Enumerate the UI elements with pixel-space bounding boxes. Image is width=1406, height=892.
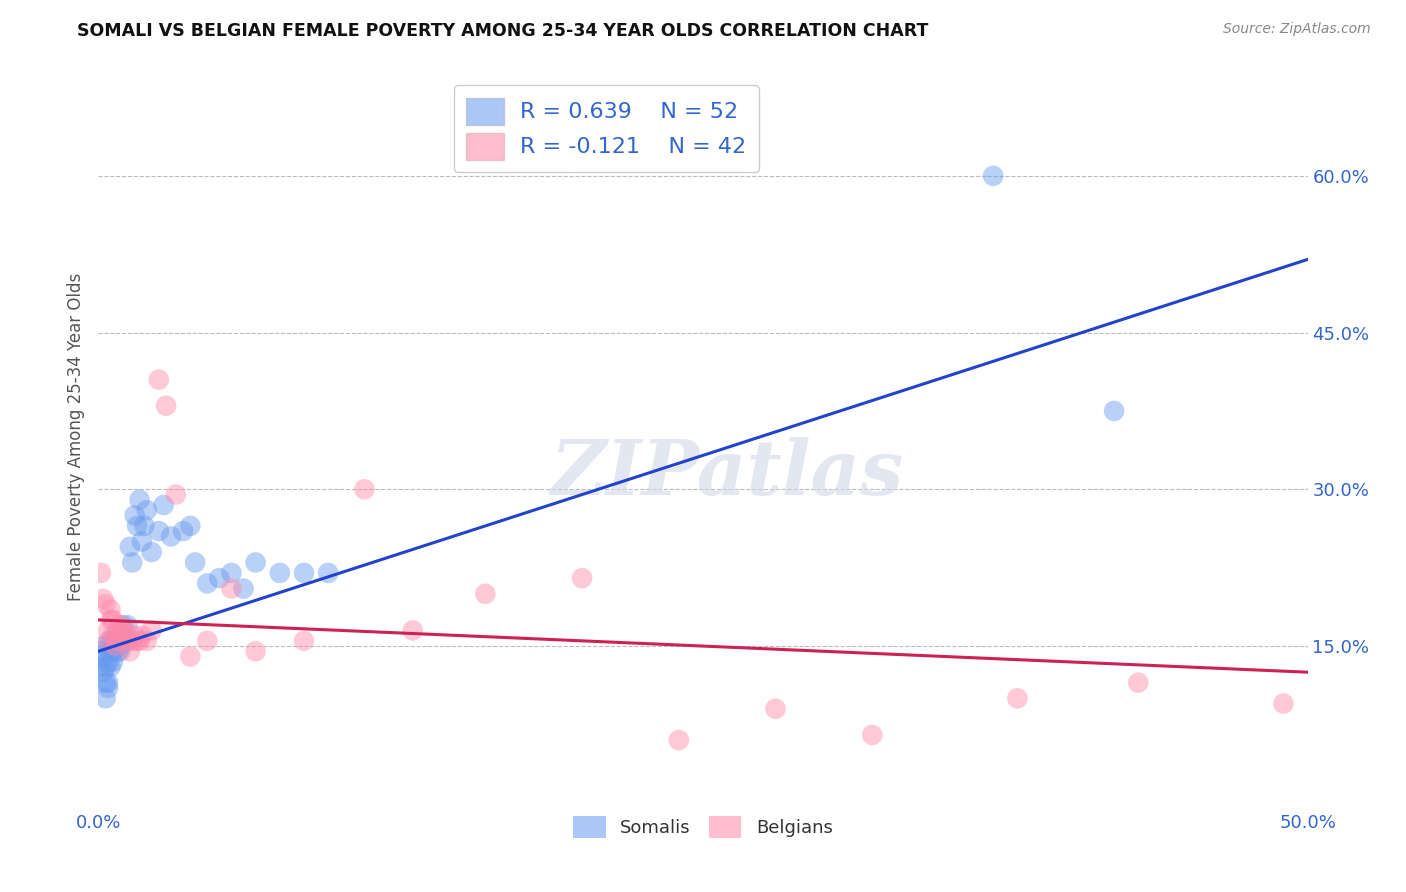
Point — [179, 649, 201, 664]
Point — [114, 624, 136, 638]
Point — [118, 540, 141, 554]
Point — [1102, 404, 1125, 418]
Point — [104, 633, 127, 648]
Point — [131, 629, 153, 643]
Point — [221, 582, 243, 596]
Point — [245, 644, 267, 658]
Point — [316, 566, 339, 580]
Point — [131, 534, 153, 549]
Text: SOMALI VS BELGIAN FEMALE POVERTY AMONG 25-34 YEAR OLDS CORRELATION CHART: SOMALI VS BELGIAN FEMALE POVERTY AMONG 2… — [77, 22, 929, 40]
Point — [135, 503, 157, 517]
Point — [91, 592, 114, 607]
Point — [160, 529, 183, 543]
Point — [100, 613, 122, 627]
Point — [90, 644, 112, 658]
Point — [91, 665, 114, 680]
Point — [111, 629, 134, 643]
Point — [94, 691, 117, 706]
Point — [101, 633, 124, 648]
Point — [111, 618, 134, 632]
Point — [1007, 691, 1029, 706]
Point — [124, 629, 146, 643]
Point — [184, 556, 207, 570]
Point — [141, 624, 163, 638]
Point — [245, 556, 267, 570]
Point — [121, 633, 143, 648]
Point — [195, 633, 218, 648]
Point — [141, 545, 163, 559]
Point — [121, 556, 143, 570]
Point — [101, 613, 124, 627]
Point — [292, 633, 315, 648]
Point — [208, 571, 231, 585]
Point — [100, 660, 122, 674]
Point — [134, 519, 156, 533]
Point — [101, 655, 124, 669]
Point — [668, 733, 690, 747]
Point — [292, 566, 315, 580]
Point — [179, 519, 201, 533]
Point — [108, 639, 131, 653]
Y-axis label: Female Poverty Among 25-34 Year Olds: Female Poverty Among 25-34 Year Olds — [66, 273, 84, 601]
Legend: Somalis, Belgians: Somalis, Belgians — [567, 808, 839, 845]
Text: Source: ZipAtlas.com: Source: ZipAtlas.com — [1223, 22, 1371, 37]
Point — [100, 633, 122, 648]
Point — [765, 702, 787, 716]
Point — [114, 633, 136, 648]
Point — [97, 655, 120, 669]
Point — [195, 576, 218, 591]
Text: ZIPatlas: ZIPatlas — [551, 437, 904, 510]
Point — [100, 602, 122, 616]
Point — [90, 660, 112, 674]
Point — [571, 571, 593, 585]
Point — [104, 639, 127, 653]
Point — [91, 639, 114, 653]
Point — [94, 675, 117, 690]
Point — [232, 582, 254, 596]
Point — [165, 487, 187, 501]
Point — [127, 519, 149, 533]
Point — [1128, 675, 1150, 690]
Point — [97, 624, 120, 638]
Point — [148, 373, 170, 387]
Point — [94, 660, 117, 674]
Point — [91, 649, 114, 664]
Point — [402, 624, 425, 638]
Point — [108, 644, 131, 658]
Point — [135, 633, 157, 648]
Point — [148, 524, 170, 538]
Point — [152, 498, 174, 512]
Point — [97, 675, 120, 690]
Point — [128, 492, 150, 507]
Point — [269, 566, 291, 580]
Point — [128, 633, 150, 648]
Point — [353, 483, 375, 497]
Point — [155, 399, 177, 413]
Point — [107, 633, 129, 648]
Point — [474, 587, 496, 601]
Point — [107, 644, 129, 658]
Point — [104, 639, 127, 653]
Point — [860, 728, 883, 742]
Point — [107, 624, 129, 638]
Point — [90, 566, 112, 580]
Point — [118, 644, 141, 658]
Point — [100, 644, 122, 658]
Point — [981, 169, 1004, 183]
Point — [94, 597, 117, 611]
Point — [1272, 697, 1295, 711]
Point — [97, 633, 120, 648]
Point — [172, 524, 194, 538]
Point — [124, 508, 146, 523]
Point — [117, 618, 139, 632]
Point — [107, 633, 129, 648]
Point — [101, 629, 124, 643]
Point — [97, 681, 120, 695]
Point — [221, 566, 243, 580]
Point — [111, 624, 134, 638]
Point — [117, 633, 139, 648]
Point — [101, 644, 124, 658]
Point — [127, 633, 149, 648]
Point — [108, 618, 131, 632]
